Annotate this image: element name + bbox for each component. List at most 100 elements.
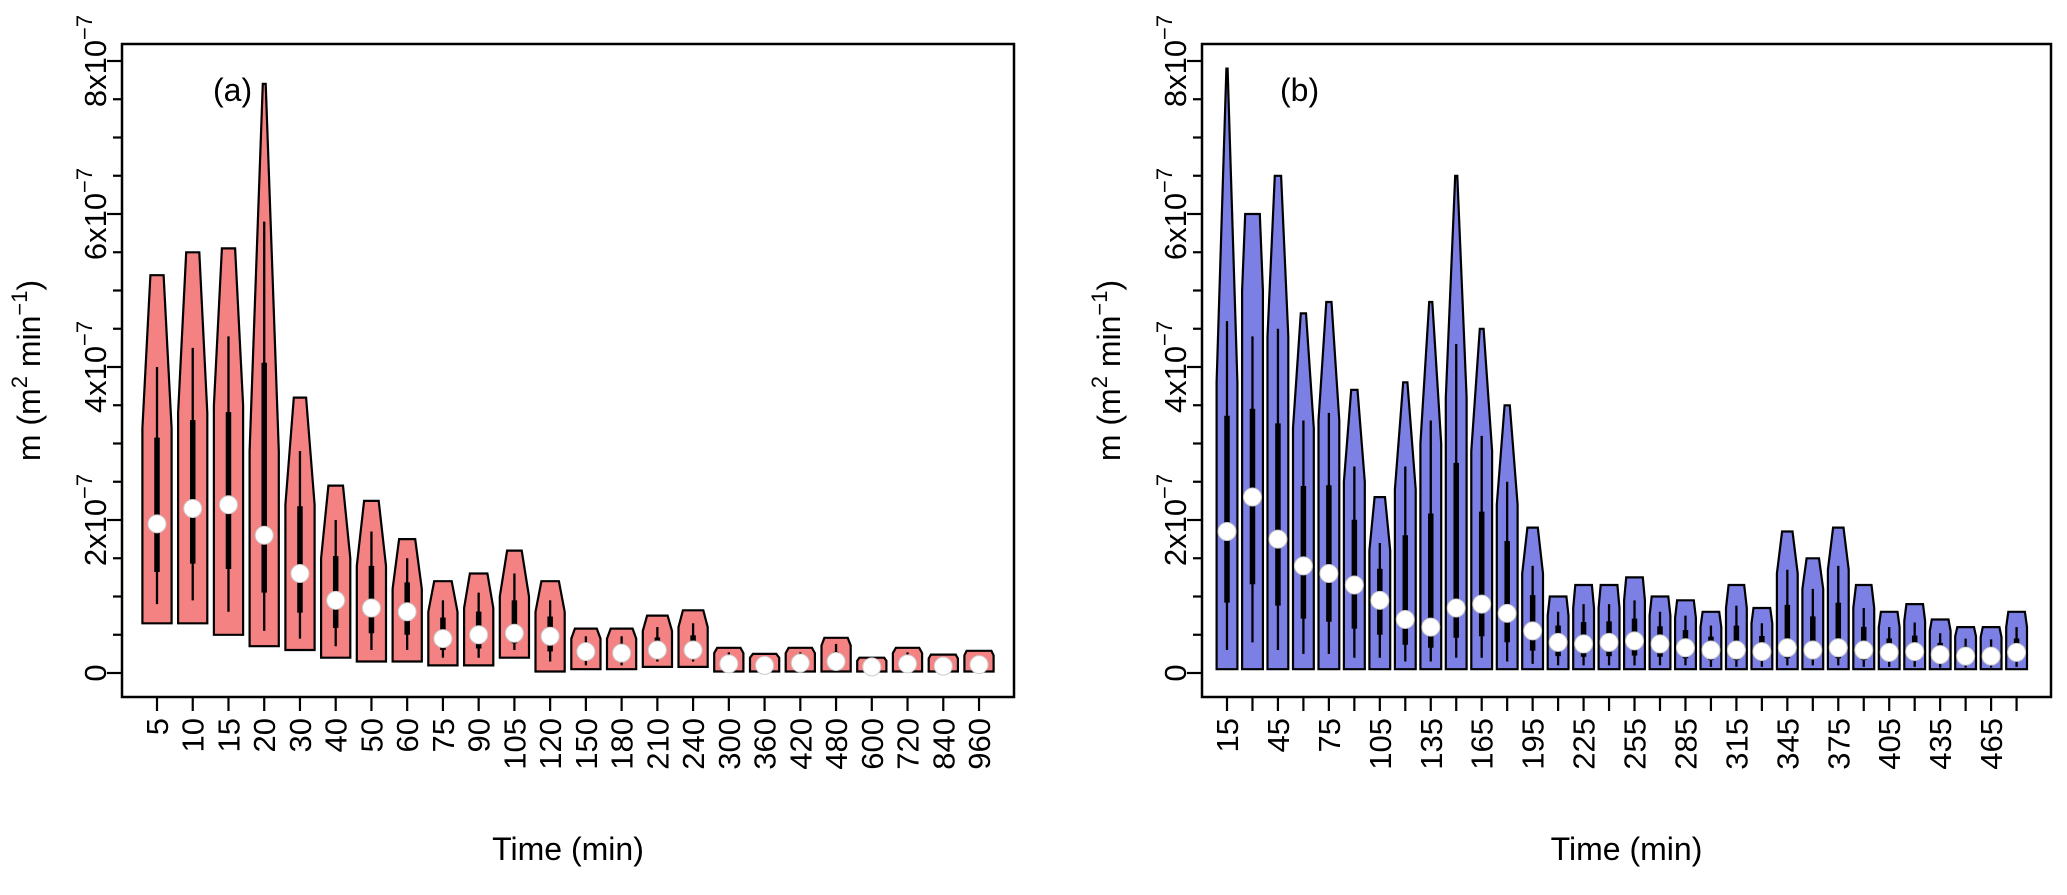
x-tick-label: 210 — [640, 718, 675, 770]
violin-group — [1419, 300, 1443, 671]
median-dot — [1319, 564, 1339, 584]
violin-group — [1215, 67, 1239, 671]
violin-group — [1240, 212, 1265, 671]
y-tick-label: 0 — [1158, 664, 1193, 681]
median-dot — [1905, 642, 1925, 662]
x-tick-label: 195 — [1516, 718, 1551, 770]
violin-group — [1750, 606, 1774, 671]
violin-group — [641, 614, 674, 669]
violin-group — [820, 636, 852, 673]
x-tick-label: 405 — [1872, 718, 1907, 770]
x-tick-label: 15 — [211, 718, 246, 752]
x-tick-label: 30 — [283, 718, 318, 752]
violin-group — [1521, 526, 1545, 671]
median-dot — [1370, 590, 1390, 610]
violin-group — [1444, 174, 1468, 671]
y-tick-label: 8x10−7 — [72, 15, 113, 107]
violin-group — [1801, 557, 1825, 671]
y-axis-title: m (m2 min−1) — [7, 280, 47, 461]
violin-group — [1393, 381, 1417, 671]
plot-frame — [1200, 42, 2053, 699]
median-dot — [1981, 646, 2001, 666]
violin-group — [320, 484, 352, 659]
median-dot — [1293, 556, 1313, 576]
x-tick-label: 840 — [926, 718, 961, 770]
panel-letter: (a) — [213, 72, 252, 108]
median-dot — [290, 564, 310, 584]
x-tick-label: 40 — [319, 718, 354, 752]
violin-group — [1622, 576, 1647, 671]
x-tick-label: 225 — [1567, 718, 1602, 770]
median-dot — [218, 495, 238, 515]
violin-group — [784, 646, 817, 673]
median-dot — [755, 655, 775, 675]
y-tick-label: 4x10−7 — [72, 321, 113, 413]
median-dot — [1828, 638, 1848, 658]
violin-group — [677, 609, 709, 669]
x-tick-label: 150 — [569, 718, 604, 770]
x-tick-label: 50 — [354, 718, 389, 752]
violin-group — [1877, 610, 1901, 671]
x-axis-title: Time (min) — [1551, 831, 1703, 867]
y-axis-title: m (m2 min−1) — [1087, 280, 1127, 461]
median-dot — [612, 643, 632, 663]
violin-group — [1673, 599, 1698, 671]
violin-group — [1852, 583, 1876, 671]
median-dot — [898, 654, 918, 674]
violin-group — [1699, 610, 1723, 671]
violin-group — [1775, 530, 1799, 671]
x-tick-label: 480 — [819, 718, 854, 770]
median-dot — [683, 640, 703, 660]
median-dot — [1574, 634, 1594, 654]
violin-group — [355, 499, 388, 663]
median-dot — [2007, 642, 2027, 662]
violin-group — [570, 627, 602, 671]
x-tick-label: 5 — [140, 718, 175, 735]
violin-group — [534, 580, 566, 673]
median-dot — [969, 655, 989, 675]
x-tick-label: 345 — [1770, 718, 1805, 770]
median-dot — [1242, 487, 1262, 507]
violin-group — [1317, 300, 1341, 671]
violin-group — [1648, 595, 1672, 671]
violin-group — [963, 649, 995, 675]
median-dot — [933, 656, 953, 676]
median-dot — [147, 514, 167, 534]
x-tick-label: 255 — [1618, 718, 1653, 770]
median-dot — [183, 499, 203, 519]
median-dot — [1879, 642, 1899, 662]
violin-group — [1368, 496, 1392, 671]
violin-group — [1342, 388, 1366, 671]
violin-group — [927, 653, 960, 676]
median-dot — [790, 653, 810, 673]
median-dot — [1625, 631, 1645, 651]
violin-group — [284, 396, 316, 652]
violin-group — [891, 646, 924, 674]
x-tick-label: 420 — [783, 718, 818, 770]
y-tick-label: 2x10−7 — [72, 474, 113, 566]
median-dot — [862, 657, 882, 677]
y-tick-label: 4x10−7 — [1152, 321, 1193, 413]
y-tick-label: 8x10−7 — [1152, 15, 1193, 107]
violin-group — [1597, 583, 1621, 671]
violin-group — [1470, 327, 1494, 671]
violin-group — [141, 274, 173, 625]
x-tick-label: 600 — [855, 718, 890, 770]
violin-group — [498, 549, 531, 659]
x-tick-label: 465 — [1974, 718, 2009, 770]
x-tick-label: 120 — [533, 718, 568, 770]
median-dot — [1803, 640, 1823, 660]
x-tick-label: 105 — [497, 718, 532, 770]
x-tick-label: 720 — [891, 718, 926, 770]
x-tick-label: 375 — [1821, 718, 1856, 770]
median-dot — [1675, 638, 1695, 658]
violin-group — [391, 537, 423, 663]
violin-group — [177, 251, 209, 625]
violin-group — [713, 646, 745, 674]
median-dot — [576, 642, 596, 662]
median-dot — [326, 590, 346, 610]
violin-group — [1266, 174, 1290, 671]
x-tick-label: 165 — [1465, 718, 1500, 770]
median-dot — [504, 623, 524, 643]
